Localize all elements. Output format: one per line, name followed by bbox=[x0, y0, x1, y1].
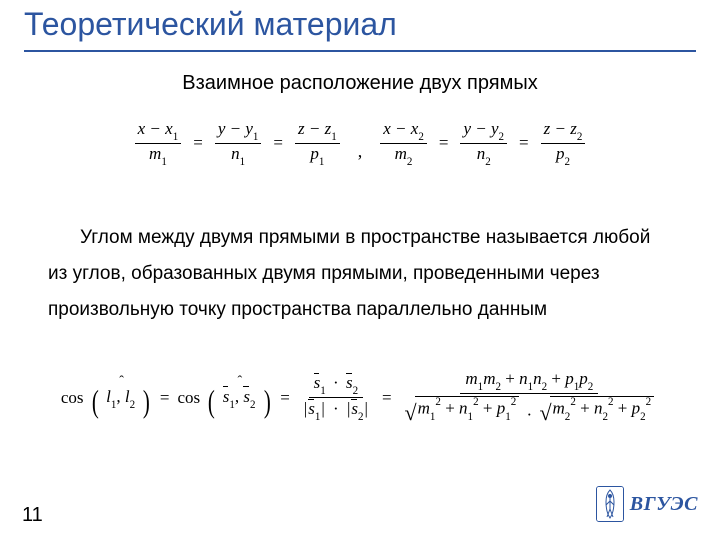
s2: s bbox=[351, 399, 358, 418]
sub: 2 bbox=[250, 399, 256, 411]
frac-l1-x: x − x1 m1 bbox=[135, 120, 182, 166]
den-text: m bbox=[149, 144, 161, 163]
frac-l2-x: x − x2 m2 bbox=[380, 120, 427, 166]
sub: 1 bbox=[240, 156, 246, 168]
logo-text: ВГУЭС bbox=[630, 493, 698, 516]
definition-paragraph: Углом между двумя прямыми в пространстве… bbox=[48, 220, 672, 328]
equals: = bbox=[517, 133, 531, 153]
sub: 1 bbox=[319, 156, 325, 168]
slide-subtitle: Взаимное расположение двух прямых bbox=[0, 72, 720, 95]
sub: 1 bbox=[161, 156, 167, 168]
cos-func-2: cos bbox=[177, 388, 200, 408]
equals: = bbox=[437, 133, 451, 153]
sub: 2 bbox=[564, 156, 570, 168]
sub: 1 bbox=[229, 399, 235, 411]
frac-l2-y: y − y2 n2 bbox=[460, 120, 507, 166]
num-text: x − x bbox=[138, 119, 173, 138]
formula-cosine-angle: cos ( l1, l2 ) = cos ( s1, s2 ) = s1 · s… bbox=[0, 370, 720, 426]
frac-expanded: m1m2 + n1n2 + p1p2 √ m12 + n12 + p12 · √ bbox=[400, 370, 660, 426]
paragraph-text: Углом между двумя прямыми в пространстве… bbox=[48, 227, 650, 320]
sub: 2 bbox=[407, 156, 413, 168]
sqrt-1: √ m12 + n12 + p12 bbox=[405, 396, 520, 421]
sub: 2 bbox=[130, 399, 136, 411]
sub: 2 bbox=[577, 131, 583, 143]
sub: 2 bbox=[353, 385, 359, 397]
slide: Теоретический материал Взаимное располож… bbox=[0, 0, 720, 540]
sub: 1 bbox=[253, 131, 259, 143]
den-text: n bbox=[231, 144, 240, 163]
logo-badge-icon bbox=[596, 486, 624, 522]
slide-title: Теоретический материал bbox=[24, 6, 397, 43]
frac-l1-y: y − y1 n1 bbox=[215, 120, 262, 166]
sub: 2 bbox=[499, 131, 505, 143]
line1-equation: x − x1 m1 = y − y1 n1 = z − z1 p1 bbox=[135, 120, 340, 166]
num-text: y − y bbox=[218, 119, 253, 138]
line2-equation: x − x2 m2 = y − y2 n2 = z − z2 p2 bbox=[380, 120, 585, 166]
num-text: z − z bbox=[544, 119, 577, 138]
equals: = bbox=[380, 388, 394, 408]
angle-hat: l1, l2 bbox=[106, 387, 135, 409]
angle-hat-s: s1, s2 bbox=[223, 387, 256, 409]
equals: = bbox=[191, 133, 205, 153]
page-number: 11 bbox=[22, 504, 40, 526]
sqrt-2: √ m22 + n22 + p22 bbox=[539, 396, 654, 421]
numerator-expanded: m1m2 + n1n2 + p1p2 bbox=[460, 370, 598, 394]
num-text: y − y bbox=[463, 119, 498, 138]
s1: s bbox=[308, 399, 315, 418]
frac-dotproduct: s1 · s2 |s1| · |s2| bbox=[298, 374, 374, 422]
equals: = bbox=[278, 388, 292, 408]
title-underline bbox=[24, 50, 696, 52]
frac-l1-z: z − z1 p1 bbox=[295, 120, 340, 166]
sub: 1 bbox=[111, 399, 117, 411]
den-text: m bbox=[395, 144, 407, 163]
sub: 2 bbox=[418, 131, 424, 143]
sub: 1 bbox=[331, 131, 337, 143]
equals: = bbox=[158, 388, 172, 408]
l2-sym: l bbox=[125, 387, 130, 406]
comma: , bbox=[358, 141, 363, 166]
den-text: p bbox=[310, 144, 319, 163]
formula-canonical-lines: x − x1 m1 = y − y1 n1 = z − z1 p1 , x − … bbox=[0, 120, 720, 166]
sub: 1 bbox=[315, 411, 321, 423]
sub: 2 bbox=[358, 411, 364, 423]
sub: 2 bbox=[485, 156, 491, 168]
university-logo: ВГУЭС bbox=[596, 486, 698, 522]
cos-func-1: cos bbox=[61, 388, 84, 408]
sub: 1 bbox=[320, 385, 326, 397]
denominator-expanded: √ m12 + n12 + p12 · √ m22 + n22 + p22 bbox=[400, 394, 660, 426]
s2: s bbox=[346, 373, 353, 392]
num-text: x − x bbox=[383, 119, 418, 138]
num-text: z − z bbox=[298, 119, 331, 138]
frac-l2-z: z − z2 p2 bbox=[541, 120, 586, 166]
sub: 1 bbox=[173, 131, 179, 143]
den-text: n bbox=[477, 144, 486, 163]
equals: = bbox=[271, 133, 285, 153]
